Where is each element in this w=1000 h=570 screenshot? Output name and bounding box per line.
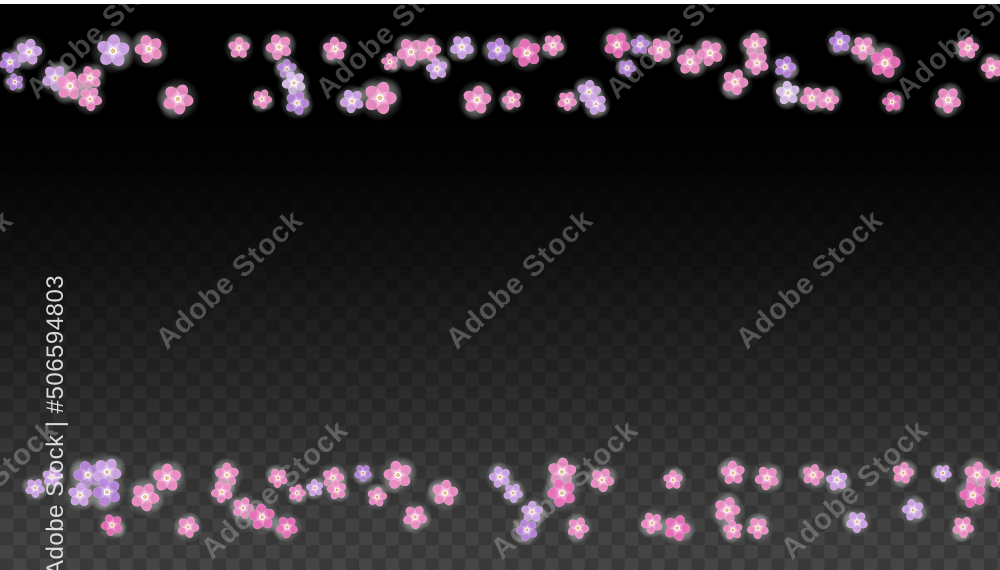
blossom <box>742 512 774 544</box>
stock-id-watermark: Adobe Stock | #506594803 <box>42 274 69 570</box>
blossom <box>541 472 583 514</box>
blossom <box>642 32 678 68</box>
blossom <box>537 29 569 61</box>
blossom <box>584 462 620 498</box>
blossom <box>363 482 391 511</box>
blossom <box>954 476 992 514</box>
blossom <box>480 32 516 68</box>
blossom <box>821 464 853 496</box>
blossom <box>840 506 873 538</box>
blossom <box>657 509 696 547</box>
blossom <box>38 463 66 492</box>
blossom <box>172 511 204 543</box>
blossom <box>279 85 315 121</box>
blossom <box>897 494 929 526</box>
blossom <box>951 32 984 64</box>
blossom <box>863 40 907 85</box>
blossom <box>947 511 979 543</box>
blossom <box>715 455 751 491</box>
blossom <box>223 32 255 64</box>
blossom <box>456 79 498 121</box>
blossom <box>72 81 108 117</box>
blossom <box>146 457 188 499</box>
blossom <box>691 34 729 72</box>
blossom <box>397 499 433 535</box>
blossom <box>580 88 612 120</box>
blossom <box>248 85 276 114</box>
blossom <box>749 460 785 496</box>
blossom <box>985 467 1000 493</box>
blossom <box>769 51 801 83</box>
blossom <box>812 84 844 116</box>
blossom <box>86 471 128 513</box>
blossom <box>96 509 128 541</box>
blossom <box>718 516 747 544</box>
blossom <box>260 28 298 66</box>
blossom <box>264 463 292 492</box>
blossom <box>425 474 464 512</box>
blossom <box>929 81 967 119</box>
blossom <box>659 466 687 494</box>
blossom <box>562 512 594 544</box>
blossom <box>421 53 453 85</box>
blossom <box>739 45 775 81</box>
blossom <box>878 88 906 116</box>
blossom <box>323 476 351 504</box>
blossom <box>155 77 200 121</box>
blossom <box>444 29 480 65</box>
blossom <box>10 33 48 71</box>
blossom <box>497 86 526 114</box>
blossom <box>350 460 376 486</box>
blossom <box>511 514 543 546</box>
blossom <box>930 460 956 486</box>
blossom <box>128 28 170 70</box>
blossom <box>506 32 548 74</box>
blossom <box>377 454 419 496</box>
blossom <box>284 480 310 506</box>
blossom <box>356 74 404 122</box>
blossom <box>270 511 303 543</box>
blossom <box>614 55 640 81</box>
blossom <box>317 31 353 67</box>
blossom <box>797 459 829 491</box>
blossom <box>124 476 166 518</box>
blossom <box>89 27 137 75</box>
blossom <box>887 457 919 489</box>
top-border-strip <box>0 0 1000 4</box>
blossom <box>2 69 28 95</box>
